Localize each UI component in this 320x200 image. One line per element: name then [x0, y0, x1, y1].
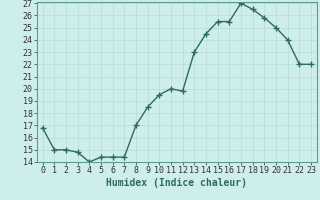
X-axis label: Humidex (Indice chaleur): Humidex (Indice chaleur): [106, 178, 247, 188]
